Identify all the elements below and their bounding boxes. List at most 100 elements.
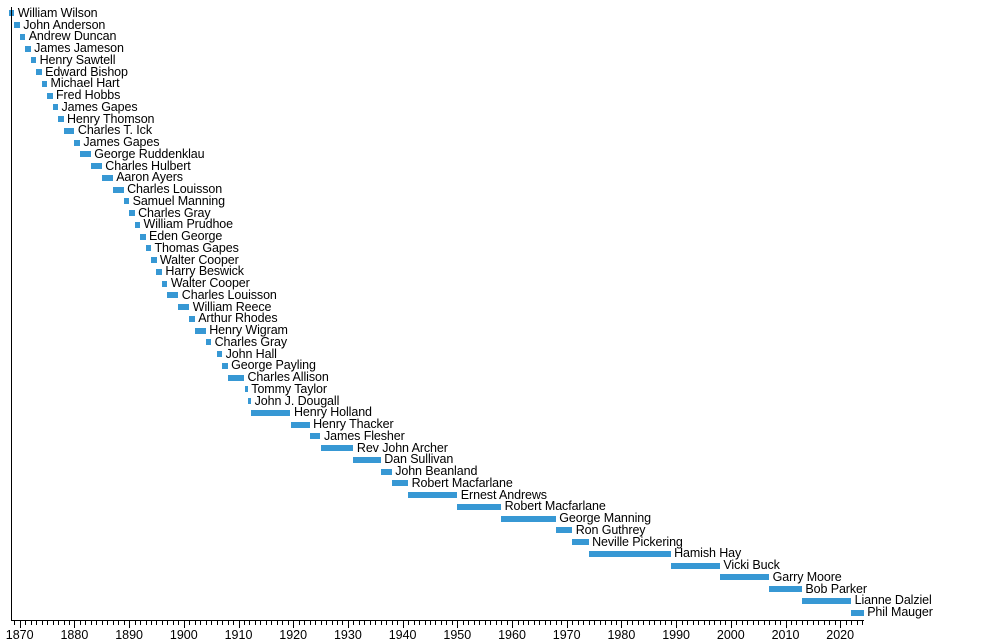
axis-minor-tick [659, 620, 661, 625]
axis-minor-tick [413, 620, 415, 625]
axis-minor-tick [643, 620, 645, 625]
axis-minor-tick [151, 620, 152, 625]
axis-minor-tick [167, 620, 169, 625]
axis-minor-tick [79, 620, 81, 625]
mayor-name-label: Robert Macfarlane [411, 475, 513, 490]
term-bar [189, 315, 195, 322]
axis-minor-tick [451, 620, 453, 625]
axis-minor-tick [572, 620, 574, 625]
mayor-name-label: Charles Allison [247, 370, 329, 385]
axis-minor-tick [244, 620, 245, 625]
axis-minor-tick [818, 620, 820, 625]
term-bar [801, 597, 852, 604]
axis-minor-tick [107, 620, 109, 625]
term-bar [58, 116, 64, 122]
axis-minor-tick [703, 620, 705, 625]
mayor-name-label: Phil Mauger [867, 605, 933, 619]
axis-tick-label: 1880 [60, 628, 89, 642]
mayor-name-label: Robert Macfarlane [504, 499, 606, 514]
axis-minor-tick [780, 620, 781, 625]
axis-minor-tick [490, 620, 492, 625]
axis-minor-tick [315, 620, 317, 625]
axis-minor-tick [358, 620, 360, 625]
axis-major-tick [566, 620, 568, 628]
axis-major-tick [730, 620, 732, 628]
axis-minor-tick [287, 620, 289, 625]
axis-minor-tick [714, 620, 716, 625]
axis-minor-tick [14, 620, 16, 625]
mayor-name-label: Thomas Gapes [154, 240, 239, 255]
axis-minor-tick [134, 620, 136, 625]
term-bar [501, 515, 556, 522]
axis-minor-tick [845, 620, 847, 625]
mayor-name-label: Lianne Dalziel [854, 593, 932, 608]
axis-minor-tick [719, 620, 721, 625]
mayor-name-label: George Manning [559, 511, 652, 525]
axis-tick-label: 2020 [826, 628, 855, 642]
axis-minor-tick [375, 620, 377, 625]
axis-minor-tick [594, 620, 596, 625]
axis-minor-tick [725, 620, 727, 625]
axis-minor-tick [599, 620, 601, 625]
mayor-name-label: Bob Parker [805, 581, 867, 596]
mayor-name-label: Andrew Duncan [28, 29, 117, 44]
axis-minor-tick [172, 620, 174, 625]
axis-minor-tick [331, 620, 333, 625]
axis-minor-tick [408, 620, 410, 625]
axis-minor-tick [615, 620, 617, 625]
axis-minor-tick [282, 620, 284, 625]
axis-minor-tick [271, 620, 273, 625]
axis-minor-tick [205, 620, 207, 625]
axis-minor-tick [369, 620, 371, 625]
mayor-name-label: James Gapes [61, 99, 138, 114]
axis-minor-tick [254, 620, 256, 625]
axis-minor-tick [161, 620, 163, 625]
axis-tick-label: 2010 [771, 628, 800, 642]
mayor-name-label: John Anderson [23, 17, 106, 32]
axis-minor-tick [309, 620, 311, 625]
axis-minor-tick [435, 620, 437, 625]
axis-minor-tick [637, 620, 639, 625]
axis-minor-tick [698, 620, 699, 625]
term-bar [30, 57, 37, 64]
mayor-name-label: Neville Pickering [592, 534, 683, 549]
axis-tick-label: 1960 [498, 628, 526, 642]
axis-minor-tick [561, 620, 563, 625]
axis-minor-tick [555, 620, 557, 625]
axis-minor-tick [90, 620, 92, 625]
axis-minor-tick [123, 620, 125, 625]
term-bar [47, 92, 53, 99]
axis-tick-label: 1920 [279, 628, 308, 642]
term-bar [227, 374, 244, 381]
axis-minor-tick [419, 620, 420, 625]
term-bar [36, 69, 42, 75]
axis-minor-tick [178, 620, 180, 625]
mayor-name-label: George Ruddenklau [94, 146, 205, 161]
mayor-name-label: Hamish Hay [674, 546, 742, 561]
axis-minor-tick [30, 620, 32, 625]
axis-minor-tick [506, 620, 508, 625]
term-bar [572, 539, 589, 545]
axis-minor-tick [544, 620, 546, 625]
term-bar [719, 574, 770, 581]
axis-minor-tick [670, 620, 672, 625]
mayor-name-label: Garry Moore [772, 569, 842, 584]
term-bar [52, 104, 58, 111]
axis-minor-tick [692, 620, 694, 625]
term-bar [457, 503, 502, 510]
axis-minor-tick [862, 620, 864, 625]
term-bar [222, 362, 228, 369]
term-bar [670, 562, 720, 569]
axis-minor-tick [36, 620, 38, 625]
mayor-name-label: Charles Gray [214, 334, 288, 349]
axis-major-tick [74, 620, 76, 628]
axis-minor-tick [249, 620, 251, 625]
mayor-name-label: Charles Gray [138, 205, 211, 220]
axis-minor-tick [856, 620, 858, 625]
mayor-name-label: Charles T. Ick [77, 123, 152, 138]
mayor-name-label: Charles Louisson [127, 182, 223, 197]
mayor-name-label: James Gapes [83, 135, 160, 150]
axis-minor-tick [479, 620, 481, 625]
axis-major-tick [238, 620, 240, 628]
axis-major-tick [457, 620, 459, 628]
